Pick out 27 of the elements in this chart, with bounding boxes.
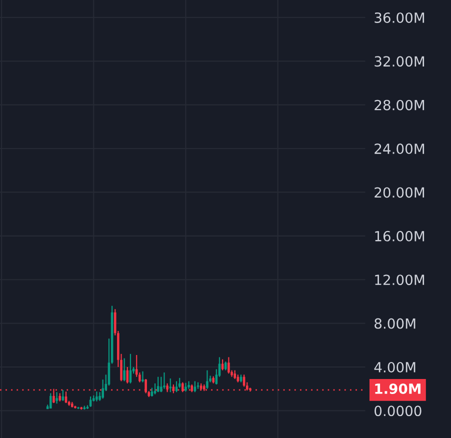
y-tick-label: 36.00M: [374, 12, 424, 23]
candlestick: [175, 380, 178, 393]
candlestick: [96, 391, 98, 402]
candlestick: [160, 376, 162, 393]
y-tick-label: 32.00M: [374, 56, 424, 67]
candlestick: [163, 372, 166, 390]
candlestick: [123, 358, 126, 382]
y-tick-label: 8.00M: [374, 318, 416, 329]
y-tick-label: 0.0000: [374, 406, 422, 416]
ref-line-label: 1.90M: [375, 383, 420, 394]
candlestick: [62, 389, 64, 402]
candlestick: [50, 392, 52, 410]
candlestick: [169, 378, 172, 393]
y-tick-label: 4.00M: [374, 362, 416, 372]
candlestick: [126, 366, 129, 384]
candlestick: [206, 370, 208, 390]
y-tick-label: 20.00M: [374, 187, 424, 198]
candlestick: [144, 378, 147, 394]
y-tick-label: 24.00M: [374, 144, 424, 154]
candlestick: [142, 370, 144, 383]
y-tick-label: 12.00M: [375, 274, 424, 286]
y-tick-label: 16.00M: [375, 230, 424, 242]
candlestick: [56, 392, 58, 404]
candlestick: [228, 356, 230, 374]
candlestick: [194, 380, 196, 393]
candlestick: [188, 380, 190, 390]
y-tick-label: 28.00M: [374, 100, 424, 110]
